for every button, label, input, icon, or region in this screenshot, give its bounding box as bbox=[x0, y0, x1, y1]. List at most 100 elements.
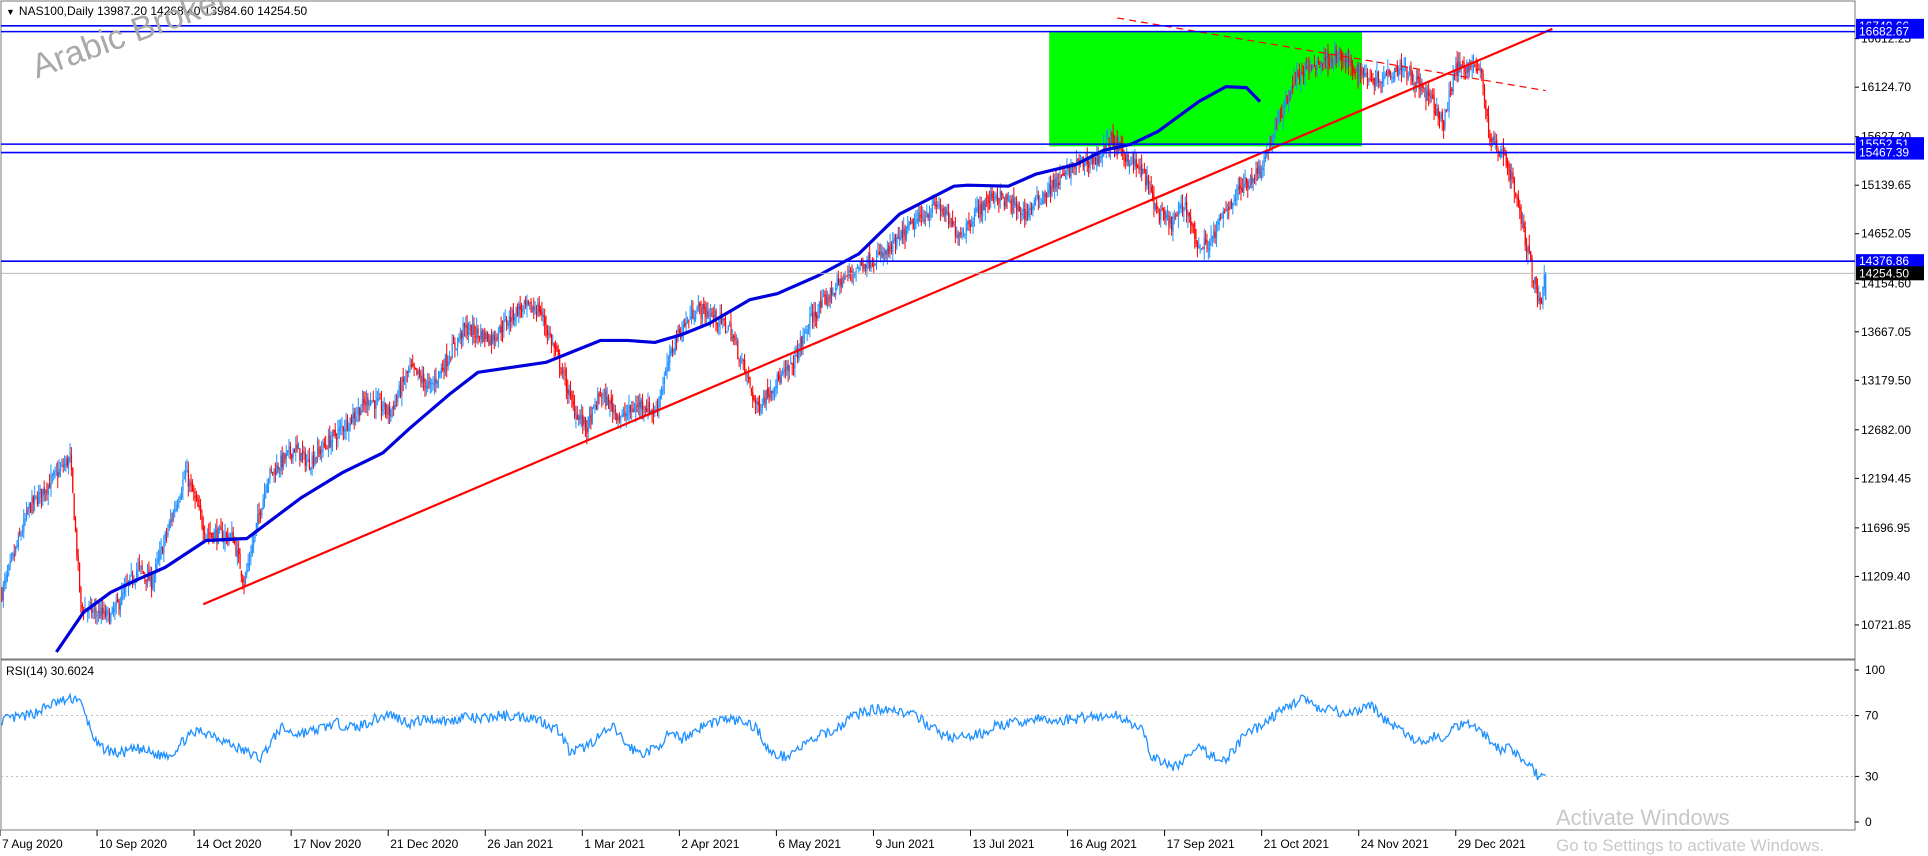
candle-body bbox=[899, 236, 901, 241]
candle-body bbox=[1040, 203, 1042, 205]
candle-body bbox=[608, 397, 610, 410]
candle-body bbox=[1411, 72, 1414, 82]
candle-body bbox=[1188, 213, 1190, 217]
candle-body bbox=[1334, 48, 1336, 58]
triangle-down-icon[interactable]: ▼ bbox=[6, 7, 15, 17]
candle-body bbox=[771, 390, 773, 393]
candle-body bbox=[376, 398, 379, 400]
level-price-tag[interactable] bbox=[1856, 145, 1924, 160]
candle-body bbox=[522, 305, 524, 311]
candle-body bbox=[423, 373, 425, 382]
candle-body bbox=[186, 469, 188, 473]
candle-body bbox=[389, 405, 391, 417]
candle-body bbox=[1328, 64, 1331, 66]
candle-body bbox=[191, 482, 194, 492]
candle-body bbox=[1331, 57, 1333, 59]
candle-body bbox=[1335, 50, 1337, 63]
candle-body bbox=[318, 449, 320, 451]
candle-body bbox=[1474, 65, 1476, 68]
candle-body bbox=[1399, 62, 1401, 71]
candle-body bbox=[451, 343, 453, 359]
candle-body bbox=[65, 459, 67, 466]
candle-body bbox=[1409, 67, 1411, 76]
candle-body bbox=[1511, 172, 1513, 179]
candle-body bbox=[831, 288, 833, 295]
candle-body bbox=[511, 308, 513, 323]
candle-body bbox=[243, 583, 245, 587]
candle-body bbox=[847, 273, 849, 275]
candle-body bbox=[77, 556, 79, 563]
candle-body bbox=[765, 389, 768, 405]
candle-body bbox=[711, 312, 713, 314]
candle-body bbox=[1487, 115, 1490, 132]
candle-body bbox=[707, 310, 709, 318]
candle-body bbox=[338, 427, 340, 431]
level-price-tag[interactable] bbox=[1856, 254, 1924, 269]
candle-body bbox=[49, 483, 51, 489]
candle-body bbox=[1279, 112, 1282, 114]
candle-body bbox=[428, 381, 430, 383]
candle-body bbox=[119, 603, 122, 611]
candle-body bbox=[323, 443, 326, 446]
candle-body bbox=[1142, 168, 1144, 174]
candle-body bbox=[1436, 108, 1438, 116]
candle-body bbox=[907, 225, 909, 230]
candle-body bbox=[57, 471, 59, 478]
candle-body bbox=[987, 196, 989, 204]
candle-body bbox=[364, 401, 366, 406]
trendline-layer[interactable] bbox=[202, 17, 1553, 606]
candle-body bbox=[1252, 178, 1254, 183]
candle-body bbox=[285, 452, 287, 459]
candle-body bbox=[1056, 183, 1059, 187]
candle-body bbox=[507, 323, 509, 328]
candle-body bbox=[1471, 65, 1473, 68]
candle-body bbox=[809, 316, 811, 330]
rising-support-trendline[interactable] bbox=[202, 27, 1553, 606]
candle-body bbox=[429, 382, 432, 385]
candle-body bbox=[636, 404, 638, 407]
candle-body bbox=[665, 370, 667, 376]
candle-body bbox=[393, 405, 395, 410]
candle-body bbox=[412, 364, 414, 366]
candle-body bbox=[352, 413, 354, 423]
candle-body bbox=[23, 518, 25, 532]
price-axis[interactable]: 16612.2516124.7015627.2015139.6514652.05… bbox=[1855, 18, 1924, 632]
candle-body bbox=[171, 518, 173, 520]
candle-body bbox=[1097, 153, 1099, 164]
candle-body bbox=[353, 412, 355, 419]
rsi-panel[interactable] bbox=[0, 659, 1856, 831]
candle-body bbox=[1207, 248, 1210, 250]
candle-body bbox=[748, 377, 750, 380]
candle-body bbox=[344, 429, 346, 432]
candle-body bbox=[991, 193, 993, 199]
candle-body bbox=[659, 396, 661, 399]
candle-body bbox=[739, 358, 742, 363]
candle-body bbox=[446, 354, 448, 367]
candle-body bbox=[277, 466, 279, 470]
candle-body bbox=[816, 314, 818, 319]
candle-body bbox=[250, 555, 252, 558]
candle-body bbox=[723, 318, 725, 321]
time-axis[interactable]: 7 Aug 2020 10 Sep 2020 14 Oct 2020 17 Nov 2… bbox=[0, 830, 1526, 851]
candle-body bbox=[1308, 63, 1310, 73]
candle-body bbox=[454, 342, 456, 348]
candle-body bbox=[1138, 167, 1140, 170]
candle-body bbox=[877, 252, 879, 255]
rsi-layer bbox=[1, 692, 1855, 781]
candle-body bbox=[1005, 195, 1007, 207]
price-panel[interactable] bbox=[0, 0, 1856, 660]
horizontal-level-layer[interactable] bbox=[1, 25, 1855, 274]
candle-body bbox=[1337, 59, 1339, 61]
candle-body bbox=[701, 304, 704, 320]
candle-body bbox=[1241, 188, 1244, 193]
candle-body bbox=[1349, 59, 1351, 66]
dashed-resistance-trendline[interactable] bbox=[1117, 17, 1546, 92]
candle-body bbox=[685, 320, 687, 325]
candle-body bbox=[587, 417, 589, 432]
level-price-tag[interactable] bbox=[1856, 24, 1924, 39]
candle-body bbox=[606, 396, 608, 405]
candle-body bbox=[40, 488, 43, 499]
candle-body bbox=[1060, 174, 1063, 176]
candle-body bbox=[408, 368, 410, 373]
